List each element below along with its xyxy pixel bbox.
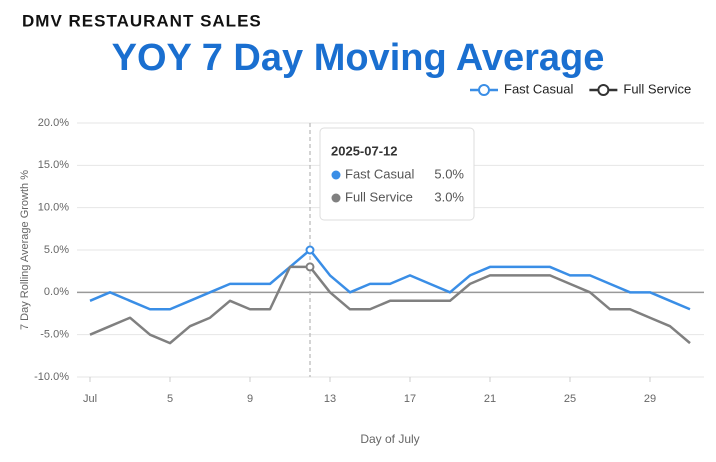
- tooltip-box: [319, 127, 475, 221]
- hover-marker: [305, 262, 315, 272]
- y-tick-label: 5.0%: [44, 244, 69, 256]
- tooltip-name: Full Service: [345, 189, 413, 204]
- x-tick-label: 29: [644, 393, 656, 405]
- chart-subtitle: YOY 7 Day Moving Average: [112, 37, 605, 79]
- hover-marker: [305, 245, 315, 255]
- legend-label: Fast Casual: [504, 81, 573, 96]
- y-tick-label: -10.0%: [34, 371, 69, 383]
- y-tick-label: -5.0%: [40, 329, 69, 341]
- tooltip-value: 3.0%: [434, 189, 464, 204]
- legend-marker: [478, 84, 490, 96]
- y-axis-label: 7 Day Rolling Average Growth %: [19, 170, 31, 330]
- y-tick-label: 0.0%: [44, 286, 69, 298]
- tooltip-swatch: [331, 170, 341, 180]
- x-axis-label: Day of July: [360, 432, 419, 446]
- tooltip-title: 2025-07-12: [331, 143, 398, 158]
- chart-title: DMV RESTAURANT SALES: [22, 11, 262, 30]
- x-tick-label: 5: [167, 393, 173, 405]
- tooltip-swatch: [331, 193, 341, 203]
- x-tick-label: Jul: [83, 393, 97, 405]
- x-tick-label: 9: [247, 393, 253, 405]
- tooltip: 2025-07-12 Fast Casual 5.0% Full Service 3.0…: [319, 127, 475, 221]
- legend-label: Full Service: [623, 81, 691, 96]
- y-tick-label: 10.0%: [38, 202, 69, 214]
- tooltip-value: 5.0%: [434, 166, 464, 181]
- x-tick-label: 25: [564, 393, 576, 405]
- series-line: [89, 265, 691, 345]
- x-tick-label: 17: [404, 393, 416, 405]
- series-line: [89, 248, 691, 311]
- legend-marker: [597, 84, 610, 96]
- y-tick-label: 15.0%: [38, 159, 69, 171]
- x-tick-label: 13: [324, 393, 336, 405]
- tooltip-name: Fast Casual: [345, 166, 414, 181]
- x-tick-label: 21: [484, 393, 496, 405]
- y-tick-label: 20.0%: [38, 117, 69, 129]
